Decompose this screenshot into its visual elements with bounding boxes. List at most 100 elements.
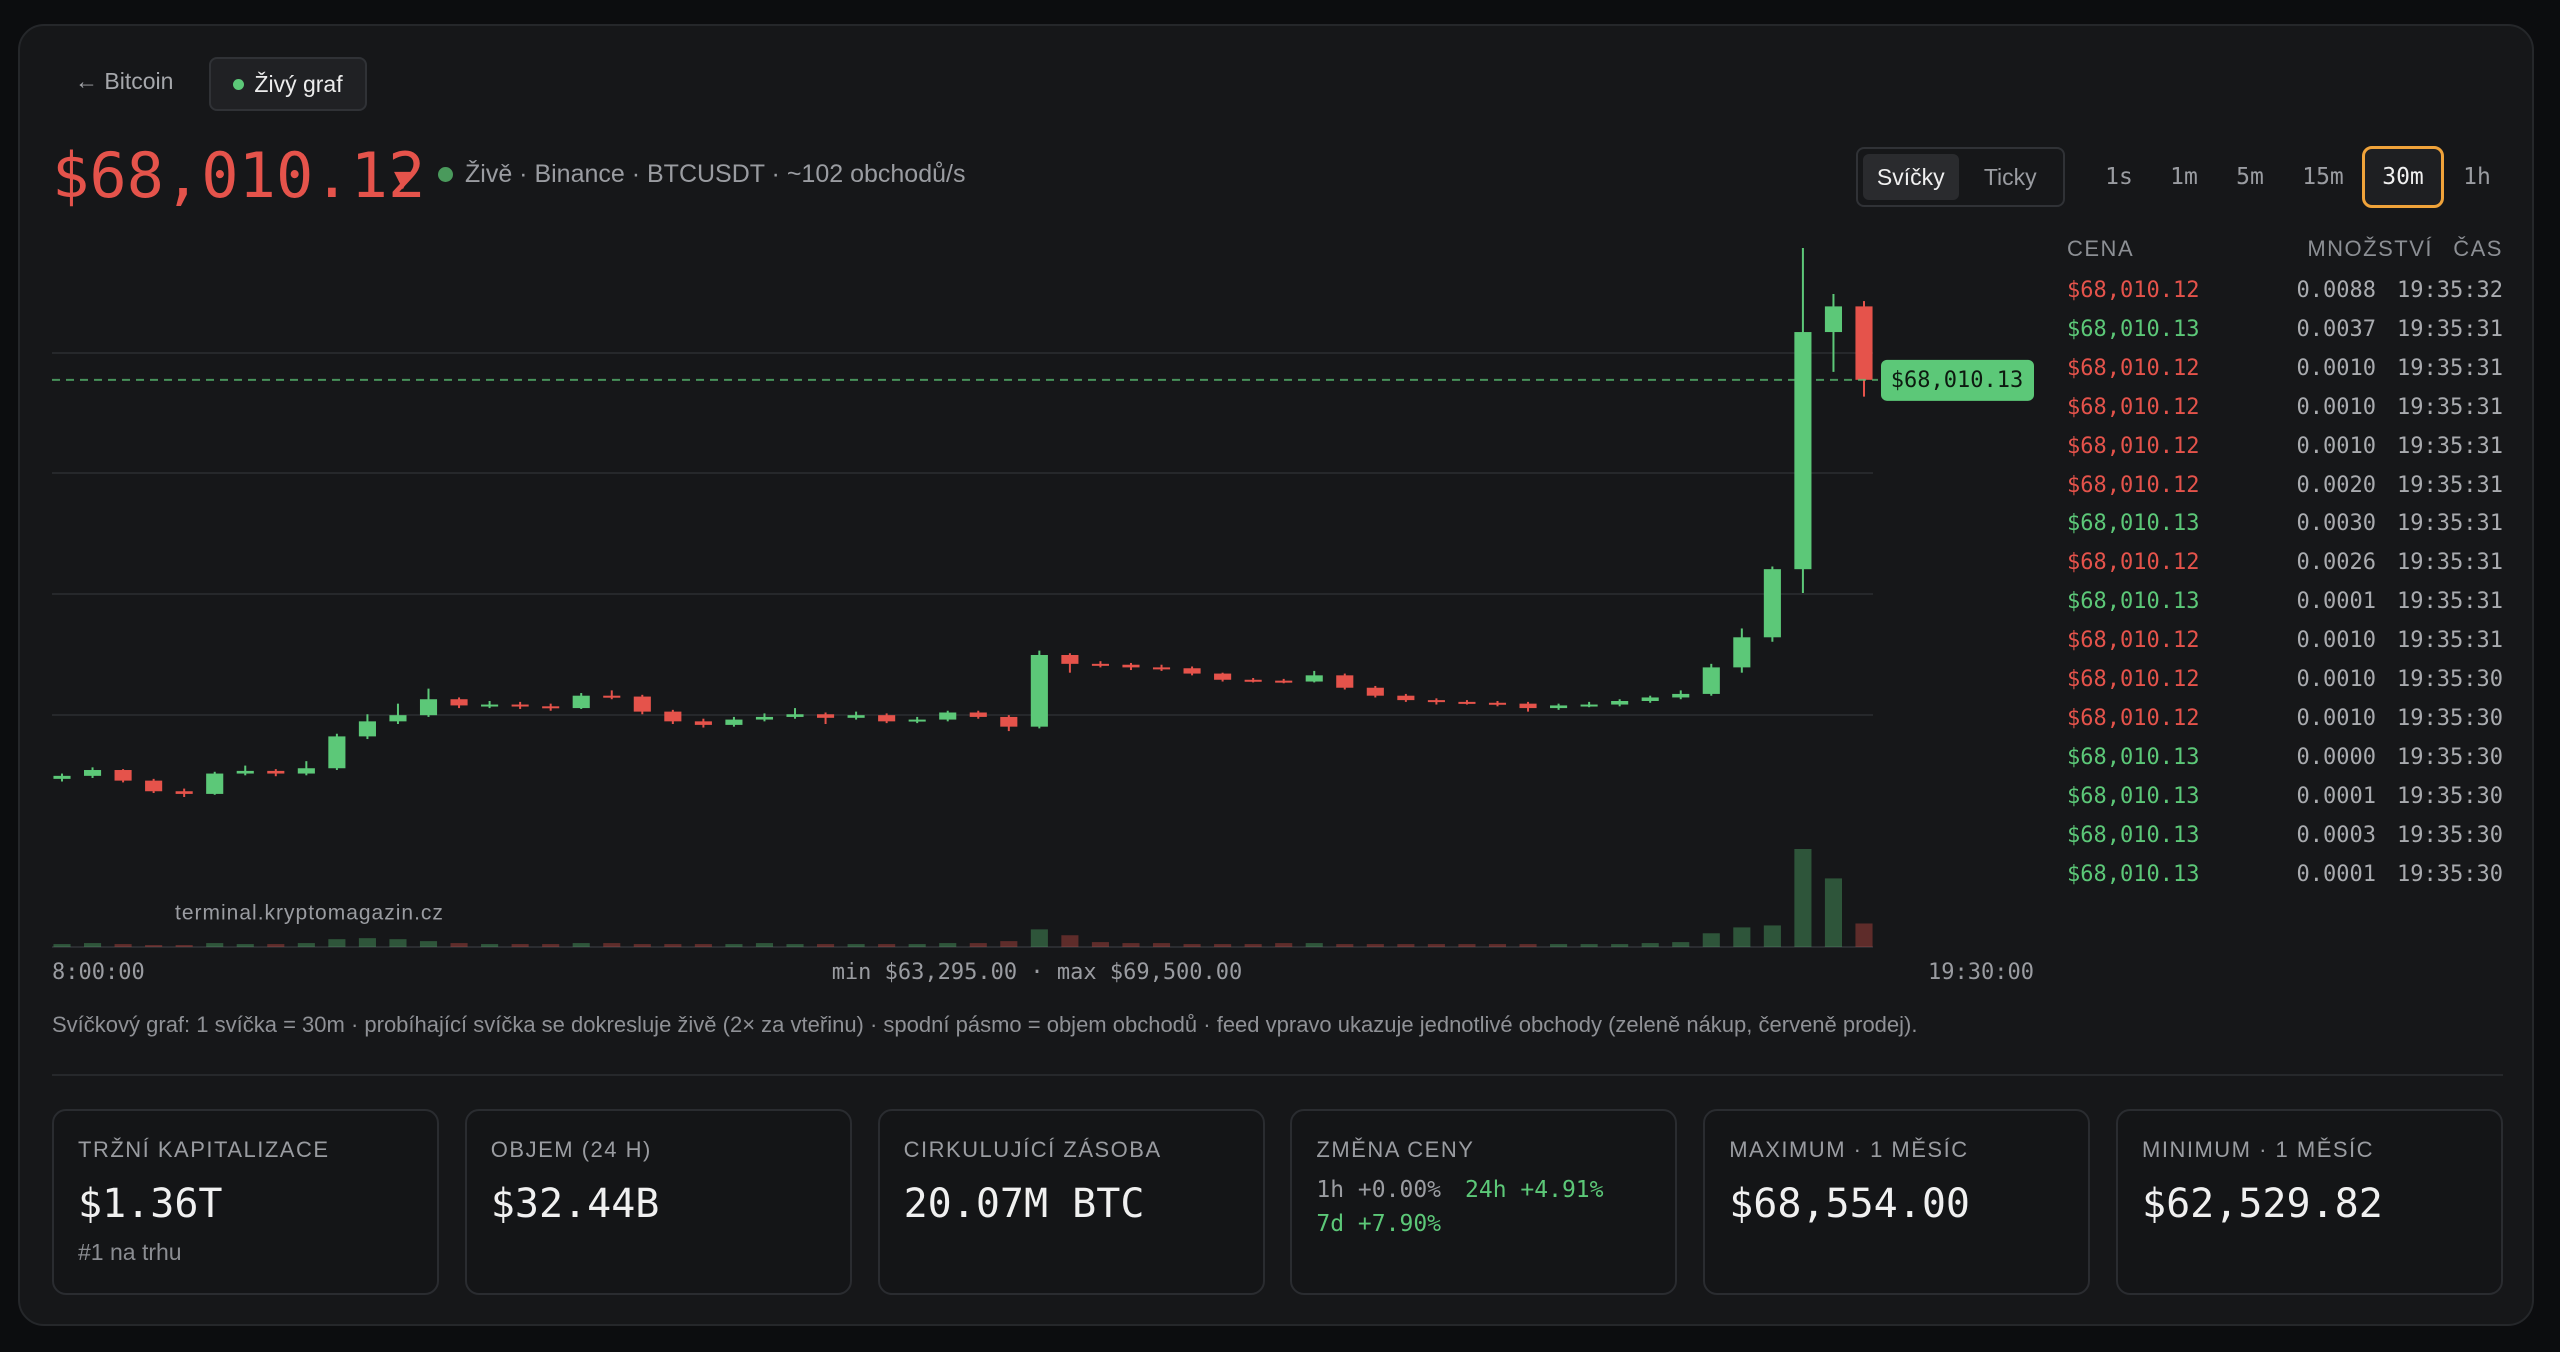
trade-price: $68,010.13 <box>2067 822 2200 848</box>
trade-qty: 0.0026 <box>2296 550 2376 576</box>
trade-time: 19:35:31 <box>2397 511 2503 537</box>
candle-body <box>755 716 774 720</box>
x-label-start: 8:00:00 <box>52 960 145 985</box>
last-price-label: $68,010.13 <box>1891 368 2023 393</box>
candle-body <box>1763 569 1781 638</box>
candle-body <box>1519 703 1537 709</box>
trade-time: 19:35:31 <box>2397 433 2503 459</box>
price: $68,010.12 <box>52 139 426 212</box>
stat-changes: 1h +0.00% 24h +4.91% 7d +7.90% <box>1316 1177 1646 1237</box>
stat-label: MAXIMUM · 1 MĚSÍC <box>1729 1137 1969 1162</box>
candle-body <box>114 770 132 781</box>
mode-button[interactable]: Ticky <box>1983 163 2037 190</box>
volume-bar <box>450 943 468 947</box>
volume-bar <box>725 944 743 947</box>
candle-body <box>450 699 468 706</box>
feed-header: CENA <box>2067 236 2135 261</box>
volume-bar <box>1519 944 1537 947</box>
timeframe-button[interactable]: 30m <box>2362 146 2444 208</box>
volume-bar <box>175 945 193 947</box>
volume-bar <box>83 943 102 947</box>
volume-bar <box>145 945 163 947</box>
volume-bar <box>389 939 407 947</box>
trade-price: $68,010.12 <box>2067 394 2200 420</box>
volume-bar <box>1214 944 1232 947</box>
candle-body <box>389 715 407 722</box>
trade-time: 19:35:31 <box>2397 472 2503 498</box>
candle-body <box>1794 332 1812 570</box>
volume-bar <box>1305 943 1323 947</box>
candle-body <box>1855 306 1873 380</box>
candle-body <box>236 770 254 774</box>
volume-bar <box>328 939 346 947</box>
trade-time: 19:35:32 <box>2397 278 2503 303</box>
trade-price: $68,010.13 <box>2067 511 2200 537</box>
candle-body <box>572 695 590 709</box>
volume-bar <box>1091 942 1109 947</box>
volume-bar <box>1244 944 1262 947</box>
candle-body <box>603 695 621 698</box>
status-text: Živě · Binance · BTCUSDT · ~102 obchodů/… <box>465 160 966 188</box>
trade-qty: 0.0030 <box>2296 511 2376 537</box>
stat-value: $32.44B <box>490 1181 660 1227</box>
candle-body <box>83 770 102 776</box>
status-dot <box>438 167 453 182</box>
x-label-end: 19:30:00 <box>1928 960 2034 985</box>
timeframe-button[interactable]: 1s <box>2105 164 2133 190</box>
watermark: terminal.kryptomagazin.cz <box>175 902 444 925</box>
candle-body <box>53 775 71 779</box>
volume-bar <box>1611 944 1629 947</box>
volume-bar <box>114 944 132 947</box>
trade-qty: 0.0001 <box>2296 589 2376 615</box>
timeframe-button[interactable]: 1h <box>2463 164 2491 190</box>
candle-body <box>664 711 682 722</box>
volume-bar <box>633 944 651 947</box>
volume-bar <box>817 944 835 947</box>
trade-time: 19:35:30 <box>2397 705 2503 731</box>
price-change: 7d +7.90% <box>1316 1211 1442 1237</box>
candle-body <box>1305 675 1323 682</box>
candle-body <box>1214 673 1232 680</box>
back-link[interactable]: ← Bitcoin <box>75 68 174 94</box>
volume-bar <box>481 944 499 947</box>
timeframe-button[interactable]: 1m <box>2170 164 2198 190</box>
volume-bar <box>969 943 987 947</box>
volume-bar <box>206 943 224 947</box>
candle-body <box>1275 680 1293 683</box>
volume-bar <box>755 943 774 947</box>
trade-price: $68,010.12 <box>2067 433 2200 459</box>
range-label: min $63,295.00 · max $69,500.00 <box>832 960 1243 985</box>
price-change: 1h +0.00% <box>1316 1177 1442 1203</box>
candle-body <box>694 721 712 725</box>
volume-bar <box>1122 943 1140 947</box>
last-price-tag <box>1881 359 2034 401</box>
volume-bar <box>297 943 315 947</box>
candle-body <box>1030 654 1048 727</box>
trade-qty: 0.0001 <box>2296 861 2376 887</box>
candle-body <box>1061 654 1079 664</box>
mode-button[interactable]: Svíčky <box>1863 154 1959 200</box>
price-change: 24h +4.91% <box>1465 1177 1604 1203</box>
candle-body <box>1488 702 1507 705</box>
trade-qty: 0.0010 <box>2296 628 2376 654</box>
volume-bar <box>908 944 926 947</box>
live-tab[interactable]: Živý graf <box>209 57 367 111</box>
stat-card: MINIMUM · 1 MĚSÍC $62,529.82 <box>2116 1109 2503 1295</box>
timeframe-button[interactable]: 5m <box>2236 164 2264 190</box>
timeframe-button[interactable]: 15m <box>2302 164 2344 190</box>
volume-bar <box>1030 929 1048 947</box>
trade-price: $68,010.12 <box>2067 667 2200 692</box>
trade-time: 19:35:30 <box>2397 861 2503 887</box>
volume-bar <box>878 944 896 947</box>
trade-price: $68,010.12 <box>2067 355 2200 381</box>
volume-bar <box>1702 933 1720 947</box>
trade-time: 19:35:30 <box>2397 667 2503 692</box>
trade-qty: 0.0037 <box>2296 316 2376 342</box>
volume-bar <box>1275 943 1293 947</box>
stat-value: $62,529.82 <box>2142 1181 2383 1227</box>
volume-bar <box>1488 944 1507 947</box>
trade-time: 19:35:30 <box>2397 822 2503 848</box>
volume-bar <box>511 944 529 947</box>
stat-value: $1.36T <box>78 1181 223 1227</box>
